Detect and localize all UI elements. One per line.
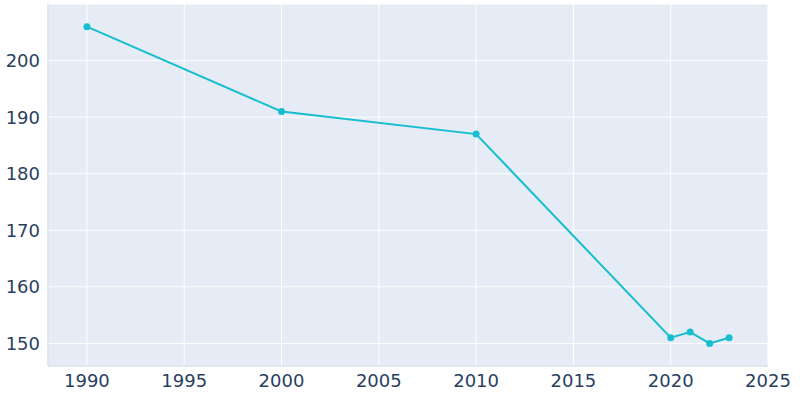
svg-text:2005: 2005	[356, 370, 402, 391]
svg-text:1995: 1995	[161, 370, 207, 391]
svg-text:2025: 2025	[745, 370, 791, 391]
svg-text:160: 160	[8, 276, 40, 297]
svg-text:2010: 2010	[453, 370, 499, 391]
svg-text:190: 190	[8, 107, 40, 128]
svg-text:2020: 2020	[648, 370, 694, 391]
svg-text:200: 200	[8, 50, 40, 71]
svg-text:1990: 1990	[64, 370, 110, 391]
svg-text:150: 150	[8, 333, 40, 354]
svg-text:2015: 2015	[550, 370, 596, 391]
svg-text:2000: 2000	[259, 370, 305, 391]
svg-text:170: 170	[8, 220, 40, 241]
svg-text:180: 180	[8, 163, 40, 184]
